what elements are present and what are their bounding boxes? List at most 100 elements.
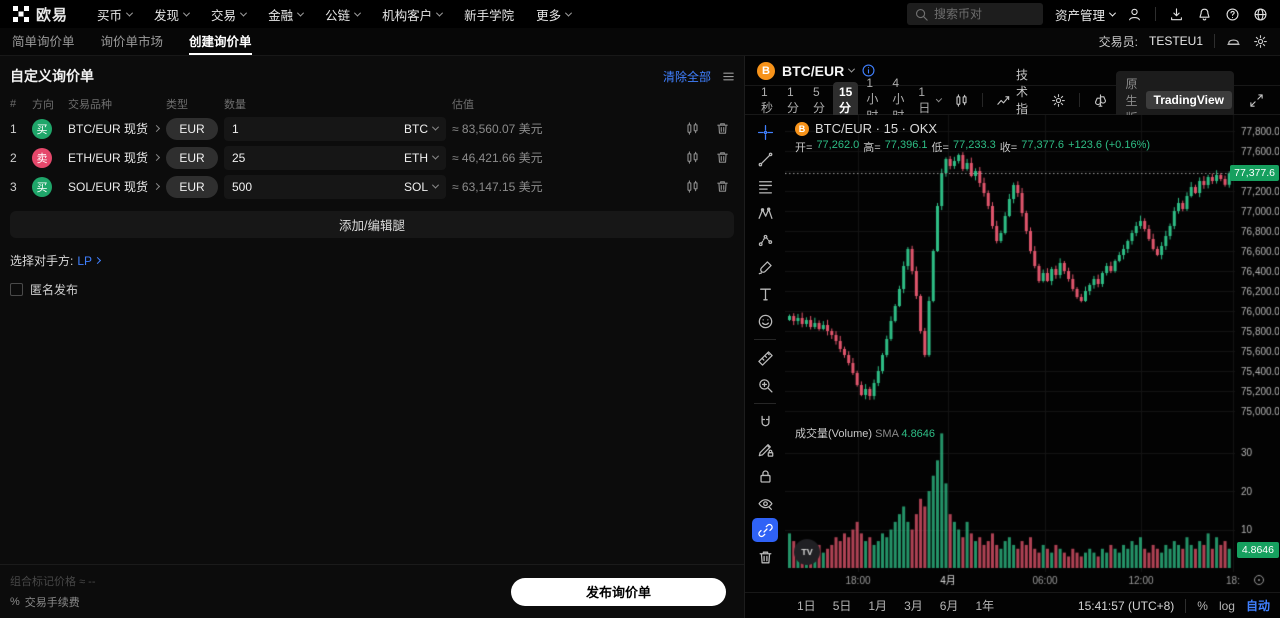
timeframe-15分[interactable]: 15分: [833, 81, 859, 119]
trader-value: TESTEU1: [1148, 34, 1203, 48]
view-chart-icon[interactable]: [680, 121, 704, 136]
instrument-selector[interactable]: SOL/EUR 现货: [68, 178, 161, 195]
help-icon[interactable]: [1225, 7, 1240, 22]
info-icon[interactable]: [861, 63, 876, 78]
view-chart-icon[interactable]: [680, 150, 704, 165]
instrument-selector[interactable]: ETH/EUR 现货: [68, 149, 161, 166]
trash-tool[interactable]: [752, 545, 778, 569]
chevron-down-icon: [431, 152, 440, 160]
instrument-selector[interactable]: BTC/EUR: [782, 63, 856, 79]
search-input[interactable]: [933, 7, 1034, 21]
delete-row-icon[interactable]: [710, 179, 734, 194]
amount-input[interactable]: 25 ETH: [224, 145, 446, 170]
hat-icon[interactable]: [1226, 34, 1241, 49]
chevron-down-icon: [848, 65, 856, 73]
brand-name: 欧易: [36, 6, 69, 24]
expand-icon[interactable]: [1243, 93, 1270, 108]
nav-item-2[interactable]: 交易: [200, 0, 257, 28]
delete-row-icon[interactable]: [710, 121, 734, 136]
auto-scale-button[interactable]: 自动: [1245, 599, 1270, 613]
rfq-tabs: 简单询价单 询价单市场 创建询价单: [12, 27, 252, 55]
tab-0[interactable]: 简单询价单: [12, 34, 75, 49]
link-tool[interactable]: [752, 518, 778, 542]
type-button[interactable]: EUR: [166, 175, 218, 198]
timeframe-5分[interactable]: 5分: [813, 84, 826, 115]
ohlc-legend: 开= 77,262.0 高= 77,396.1 低= 77,233.3 收= 77,37…: [795, 139, 1151, 154]
range-6月[interactable]: 6月: [939, 599, 959, 613]
forecast-tool[interactable]: [752, 228, 778, 252]
publish-rfq-button[interactable]: 发布询价单: [511, 577, 726, 606]
view-chart-icon[interactable]: [680, 179, 704, 194]
instrument-selector[interactable]: BTC/EUR 现货: [68, 120, 161, 137]
candle-style-icon[interactable]: [948, 93, 975, 108]
search-box[interactable]: [906, 3, 1043, 25]
nav-item-3[interactable]: 金融: [257, 0, 314, 28]
divider: [1185, 598, 1187, 613]
range-1日[interactable]: 1日: [797, 599, 816, 613]
range-5日[interactable]: 5日: [832, 599, 852, 613]
gear-icon[interactable]: [1253, 34, 1268, 49]
list-icon[interactable]: [721, 69, 736, 84]
brush-tool[interactable]: [752, 255, 778, 279]
globe-icon[interactable]: [1253, 7, 1268, 22]
clear-all-button[interactable]: 清除全部: [662, 69, 711, 84]
amount-input[interactable]: 1 BTC: [224, 116, 446, 141]
nav-item-6[interactable]: 新手学院: [464, 8, 515, 23]
counterparty-link[interactable]: LP: [77, 254, 102, 268]
tab-1[interactable]: 询价单市场: [100, 34, 164, 49]
download-icon[interactable]: [1169, 7, 1184, 22]
user-icon[interactable]: [1127, 7, 1142, 22]
nav-item-1[interactable]: 发现: [143, 0, 200, 28]
timeframe-1秒[interactable]: 1秒: [761, 84, 774, 115]
anonymous-label: 匿名发布: [30, 283, 79, 297]
crosshair-tool[interactable]: [752, 120, 778, 144]
nav-item-7[interactable]: 更多: [525, 0, 582, 28]
tab-2[interactable]: 创建询价单: [189, 27, 252, 55]
zoom-tool[interactable]: [752, 373, 778, 397]
tradingview-version-button[interactable]: TradingView: [1145, 91, 1233, 109]
assets-menu[interactable]: 资产管理: [1055, 5, 1117, 24]
chart-settings-icon[interactable]: [1045, 93, 1072, 108]
percent-scale-button[interactable]: %: [1197, 598, 1208, 613]
delete-row-icon[interactable]: [710, 150, 734, 165]
log-scale-button[interactable]: log: [1218, 598, 1235, 613]
trader-label: 交易员:: [1098, 34, 1138, 49]
type-button[interactable]: EUR: [166, 117, 218, 140]
range-1月[interactable]: 1月: [868, 599, 888, 613]
magnet-tool[interactable]: [752, 410, 778, 434]
pattern-tool[interactable]: [752, 201, 778, 225]
indicators-button[interactable]: 技术指标: [990, 66, 1043, 134]
anonymous-checkbox[interactable]: [10, 283, 23, 296]
chart-bottom-bar: 1日 5日 1月 3月 6月 1年 15:41:57 (UTC+8) % log 自动: [745, 592, 1280, 618]
nav-item-0[interactable]: 买币: [86, 0, 143, 28]
rfq-row-2: 2 卖 ETH/EUR 现货 EUR 25 ETH ≈ 46,421.66 美元: [0, 143, 744, 172]
divider: [1214, 34, 1215, 48]
amount-input[interactable]: 500 SOL: [224, 174, 446, 199]
timeframe-1分[interactable]: 1分: [787, 84, 800, 115]
pencil-lock-tool[interactable]: [752, 437, 778, 461]
chevron-down-icon: [431, 123, 440, 131]
nav-item-4[interactable]: 公链: [314, 0, 371, 28]
chart-plot[interactable]: B BTC/EUR · 15 · OKX 开= 77,262.0 高= 77,396…: [785, 115, 1280, 592]
chart-panel: B BTC/EUR 1秒1分5分15分1小时4小时1日 技术指标 原生版 Tra…: [745, 56, 1280, 618]
type-button[interactable]: EUR: [166, 146, 218, 169]
bell-icon[interactable]: [1197, 7, 1212, 22]
timeframe-1日[interactable]: 1日: [912, 82, 946, 119]
text-tool[interactable]: [752, 282, 778, 306]
page-title: 自定义询价单: [10, 68, 94, 84]
candlestick-chart[interactable]: [785, 115, 1279, 592]
add-edit-leg-button[interactable]: 添加/编辑腿: [10, 211, 734, 238]
emoji-tool[interactable]: [752, 309, 778, 333]
chevron-down-icon: [354, 9, 362, 17]
lock-tool[interactable]: [752, 464, 778, 488]
trendline-tool[interactable]: [752, 147, 778, 171]
compare-icon[interactable]: [1087, 93, 1114, 108]
nav-item-5[interactable]: 机构客户: [371, 0, 453, 28]
okx-logo[interactable]: 欧易: [12, 4, 68, 25]
range-3月[interactable]: 3月: [904, 599, 923, 613]
eye-off-tool[interactable]: [752, 491, 778, 515]
range-1年[interactable]: 1年: [975, 599, 995, 613]
col-type: 类型: [166, 99, 188, 111]
ruler-tool[interactable]: [752, 346, 778, 370]
fib-tool[interactable]: [752, 174, 778, 198]
